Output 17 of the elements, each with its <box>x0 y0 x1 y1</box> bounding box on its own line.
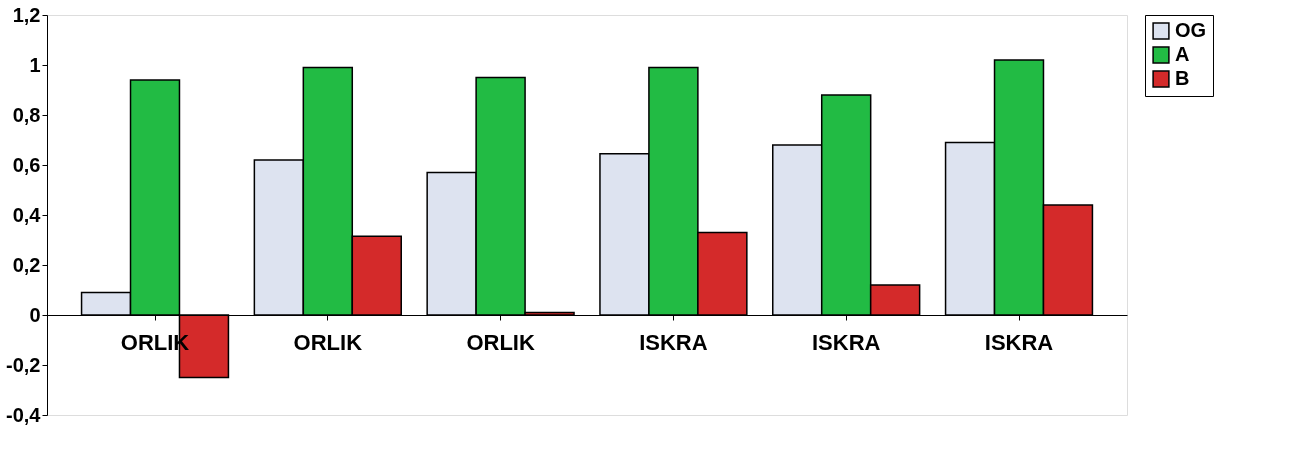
y-tick-label: 0,4 <box>12 203 42 226</box>
x-tick-label: ISKRA <box>811 329 881 355</box>
y-tick-label: -0,2 <box>6 353 41 376</box>
legend-label: A <box>1175 43 1190 65</box>
legend-label: B <box>1175 67 1190 89</box>
x-tick-label: ORLIK <box>293 329 363 355</box>
y-tick-label: 0,6 <box>12 153 41 176</box>
x-tick-label: ORLIK <box>466 329 535 355</box>
y-tick-label: -0,4 <box>6 403 42 426</box>
x-tick-label: ISKRA <box>639 329 708 355</box>
y-tick-label: 0 <box>29 303 41 326</box>
y-tick-label: 1 <box>29 53 41 76</box>
legend-label: OG <box>1175 19 1207 41</box>
y-tick-label: 0,2 <box>12 253 41 276</box>
y-tick-label: 0,8 <box>12 103 41 126</box>
y-tick-label: 1,2 <box>12 3 41 26</box>
x-tick-label: ISKRA <box>984 329 1054 355</box>
